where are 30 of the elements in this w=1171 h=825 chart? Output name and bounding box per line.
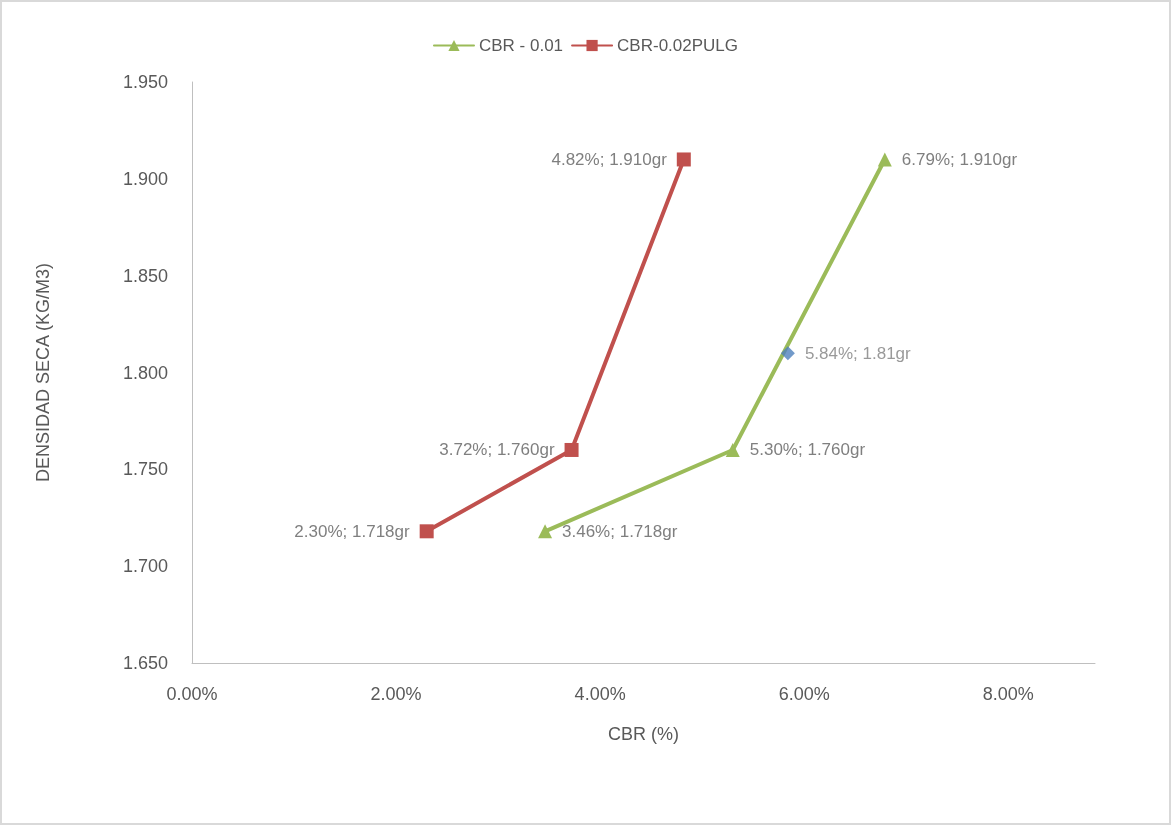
point (564, 442, 579, 457)
y-tick-label: 1.950 (122, 72, 168, 92)
y-tick-label: 1.900 (122, 168, 168, 189)
y-tick-label: 1.800 (122, 362, 168, 383)
point (676, 152, 691, 167)
x-tick-label: 2.00% (370, 684, 422, 704)
x-tick-label: 4.00% (574, 684, 626, 704)
y-tick-label: 1.650 (122, 653, 168, 673)
x-tick-label: 0.00% (166, 684, 218, 704)
point (877, 152, 892, 167)
data-label: 5.84%; 1.81gr (804, 343, 912, 363)
y-tick-label: 1.700 (122, 556, 168, 577)
data-label: 6.79%; 1.910gr (901, 149, 1018, 169)
data-label: 3.72%; 1.760gr (439, 440, 555, 460)
point (725, 442, 740, 457)
data-label: 2.30%; 1.718gr (294, 521, 411, 541)
point (780, 346, 795, 361)
y-axis-title: DENSIDAD SECA (KG/M3) (33, 262, 53, 483)
data-label: 4.82%; 1.910gr (551, 149, 668, 169)
data-label: 3.46%; 1.718gr (562, 521, 678, 541)
x-axis-title: CBR (%) (608, 724, 679, 744)
x-tick-label: 6.00% (778, 684, 830, 704)
point (419, 524, 434, 539)
x-tick-label: 8.00% (982, 684, 1034, 704)
legend-label: CBR - 0.01 (478, 36, 564, 55)
legend-label: CBR-0.02PULG (617, 36, 739, 55)
point (538, 524, 553, 539)
y-tick-label: 1.850 (122, 265, 168, 286)
y-tick-label: 1.750 (122, 459, 168, 480)
data-label: 5.30%; 1.760gr (749, 440, 866, 460)
